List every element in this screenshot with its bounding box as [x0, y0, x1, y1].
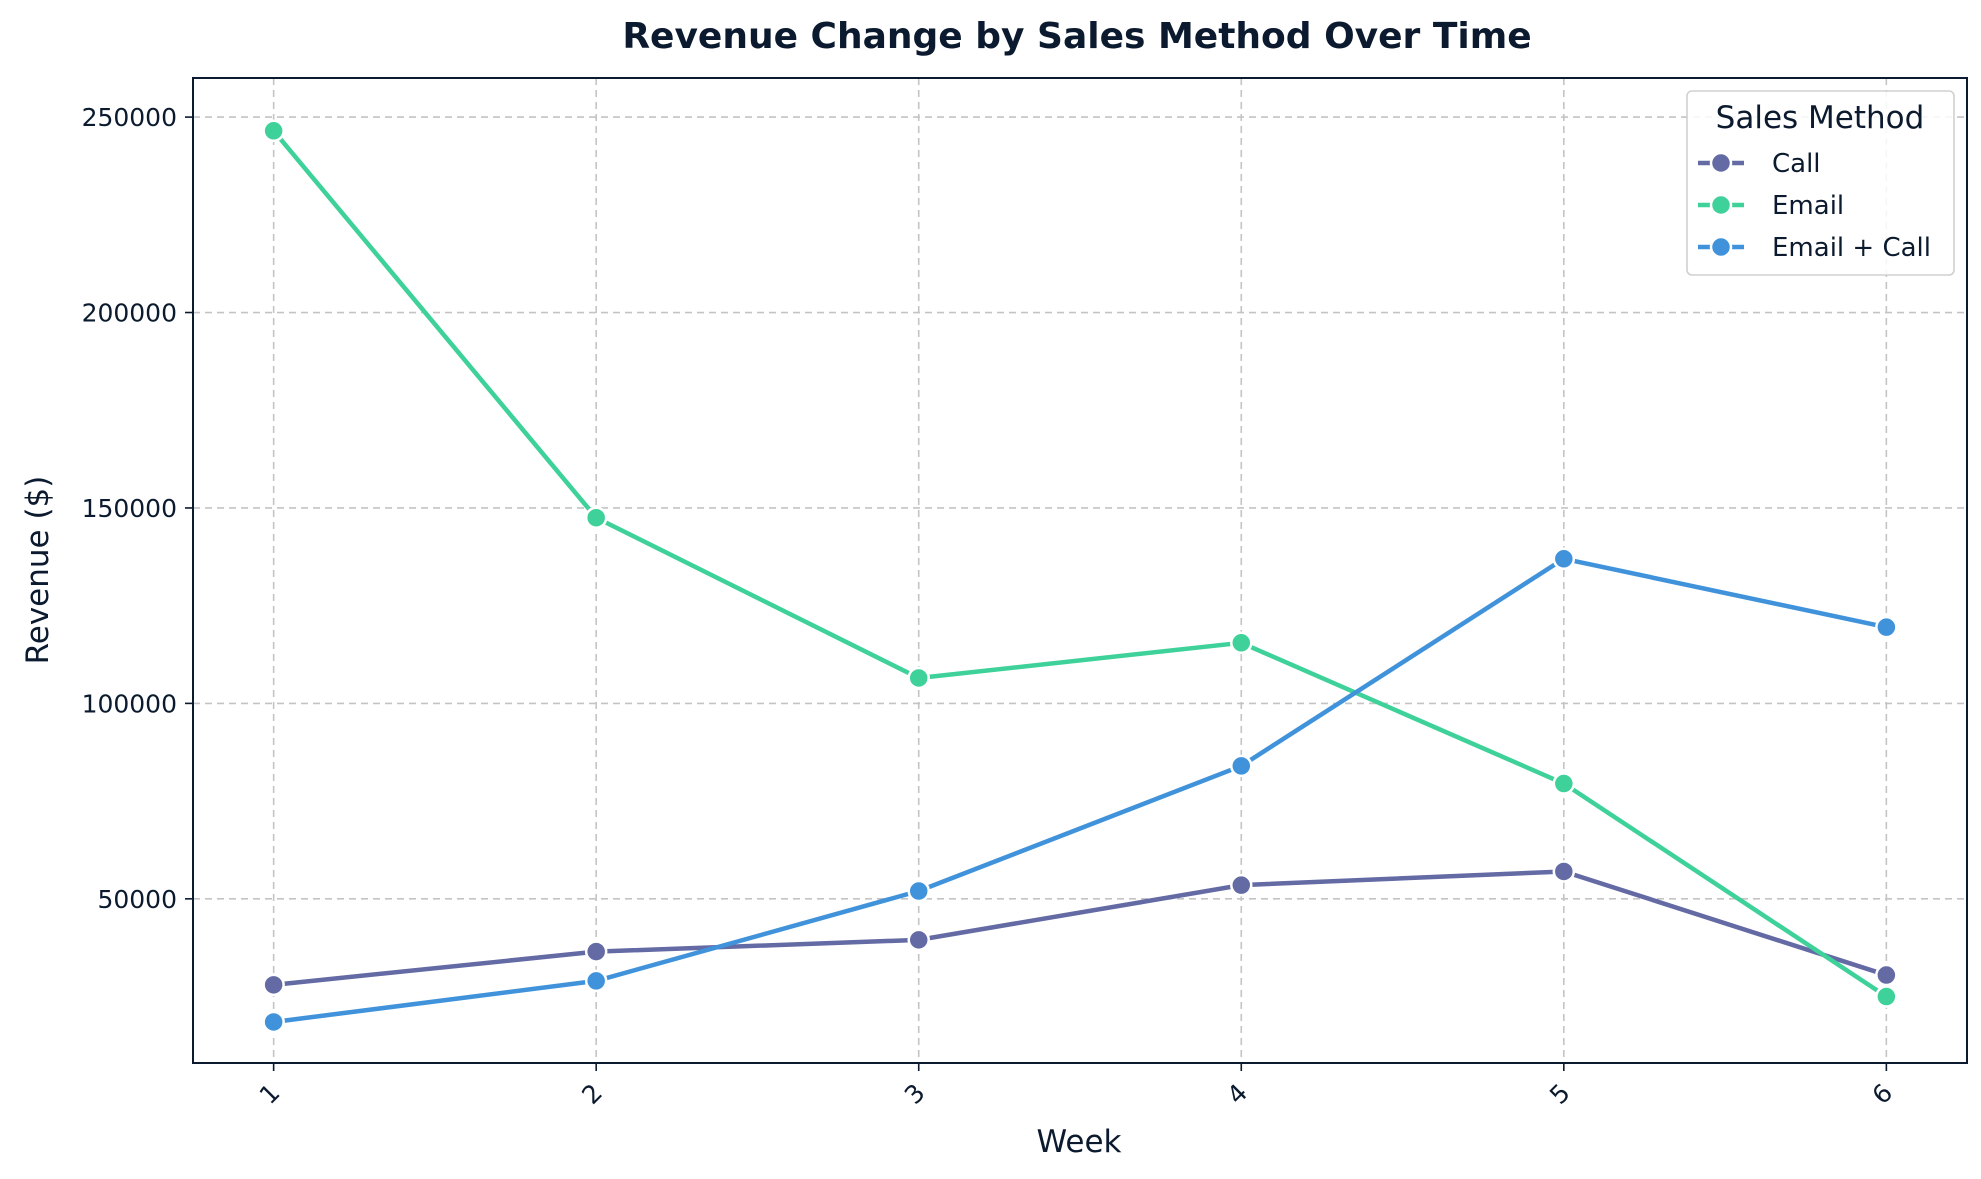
- y-tick-label: 50000: [97, 885, 177, 914]
- data-point-email-call: [1554, 549, 1574, 569]
- y-tick-label: 100000: [82, 689, 177, 718]
- data-point-email: [909, 668, 929, 688]
- series-line-call: [274, 871, 1887, 984]
- data-point-email-call: [586, 971, 606, 991]
- chart-title: Revenue Change by Sales Method Over Time: [622, 16, 1531, 57]
- data-point-email: [1231, 633, 1251, 653]
- series-email: [264, 121, 1897, 1007]
- legend-marker-call: [1711, 153, 1731, 173]
- legend-title: Sales Method: [1716, 100, 1925, 136]
- data-point-call: [1876, 965, 1896, 985]
- y-tick-label: 150000: [82, 494, 177, 523]
- data-point-call: [1231, 875, 1251, 895]
- series-call: [264, 861, 1897, 994]
- series-line-email-call: [274, 559, 1887, 1022]
- y-tick-label: 250000: [82, 103, 177, 132]
- x-tick-label: 6: [1866, 1078, 1898, 1110]
- legend-marker-email: [1711, 195, 1731, 215]
- data-point-email-call: [909, 881, 929, 901]
- data-point-email-call: [1876, 617, 1896, 637]
- data-point-call: [264, 975, 284, 995]
- x-tick-label: 3: [899, 1078, 931, 1110]
- legend: Sales Method Call Email Email + Call: [1687, 91, 1954, 275]
- y-tick-label: 200000: [82, 299, 177, 328]
- data-point-email: [1554, 774, 1574, 794]
- y-axis-ticks: 50000 100000 150000 200000 250000: [82, 103, 193, 914]
- legend-label-email: Email: [1772, 191, 1844, 221]
- x-tick-label: 5: [1544, 1078, 1576, 1110]
- series-line-email: [274, 131, 1887, 997]
- data-point-email: [586, 508, 606, 528]
- legend-label-call: Call: [1772, 149, 1821, 179]
- x-axis-ticks: 1 2 3 4 5 6: [254, 1063, 1898, 1110]
- x-tick-label: 1: [254, 1078, 286, 1110]
- legend-marker-email-call: [1711, 237, 1731, 257]
- data-point-call: [586, 942, 606, 962]
- legend-label-email-call: Email + Call: [1772, 233, 1931, 263]
- x-axis-label: Week: [1037, 1124, 1122, 1160]
- data-point-email-call: [264, 1012, 284, 1032]
- data-point-call: [909, 930, 929, 950]
- data-point-email: [264, 121, 284, 141]
- data-point-email: [1876, 987, 1896, 1007]
- data-point-call: [1554, 861, 1574, 881]
- x-tick-label: 4: [1221, 1078, 1253, 1110]
- data-point-email-call: [1231, 756, 1251, 776]
- x-tick-label: 2: [576, 1078, 608, 1110]
- y-axis-label: Revenue ($): [20, 476, 56, 665]
- series-lines: [264, 121, 1897, 1032]
